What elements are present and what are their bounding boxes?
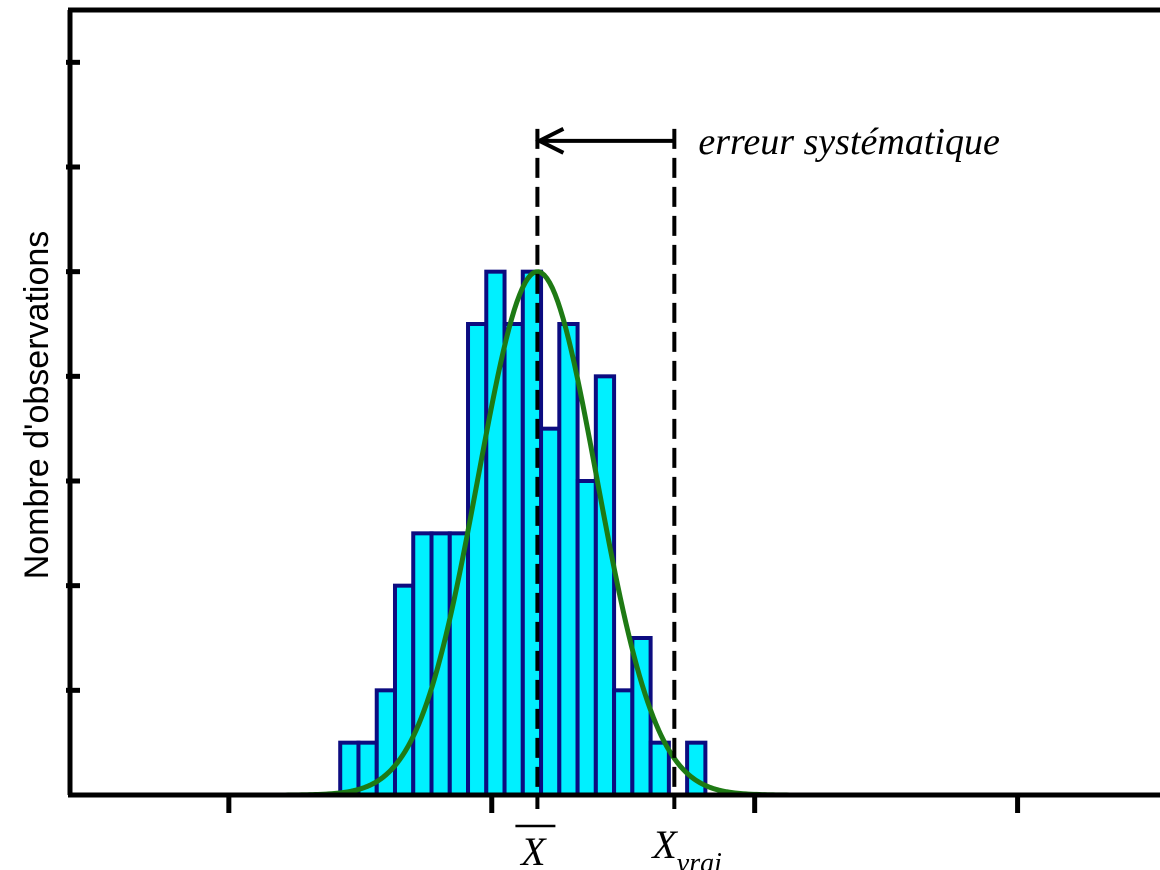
reference-labels: X Xvrai <box>515 822 722 870</box>
annotation-text: erreur systématique <box>698 121 1000 163</box>
mean-label: X <box>519 829 547 870</box>
histogram-bar <box>502 322 525 797</box>
histogram-bar <box>338 740 361 798</box>
true-value-label-subscript: vrai <box>677 848 722 870</box>
histogram-bar <box>685 740 708 798</box>
histogram-bar <box>593 374 617 797</box>
histogram-bar <box>575 479 598 797</box>
histogram-bar <box>612 688 635 797</box>
axes-frame <box>67 7 1160 798</box>
true-value-label: Xvrai <box>650 822 722 870</box>
histogram-bar <box>466 322 489 797</box>
histogram-bar <box>648 740 671 798</box>
arrow-head-icon <box>534 127 565 155</box>
axis-ticks <box>66 59 1021 813</box>
histogram-bar <box>557 322 580 797</box>
systematic-error-annotation: erreur systématique <box>534 121 1000 163</box>
true-value-label-main: X <box>650 822 678 867</box>
histogram-bar <box>539 426 562 797</box>
histogram-bar <box>411 531 434 797</box>
reference-lines <box>535 128 677 809</box>
y-axis-label: Nombre d'observations <box>18 231 56 580</box>
